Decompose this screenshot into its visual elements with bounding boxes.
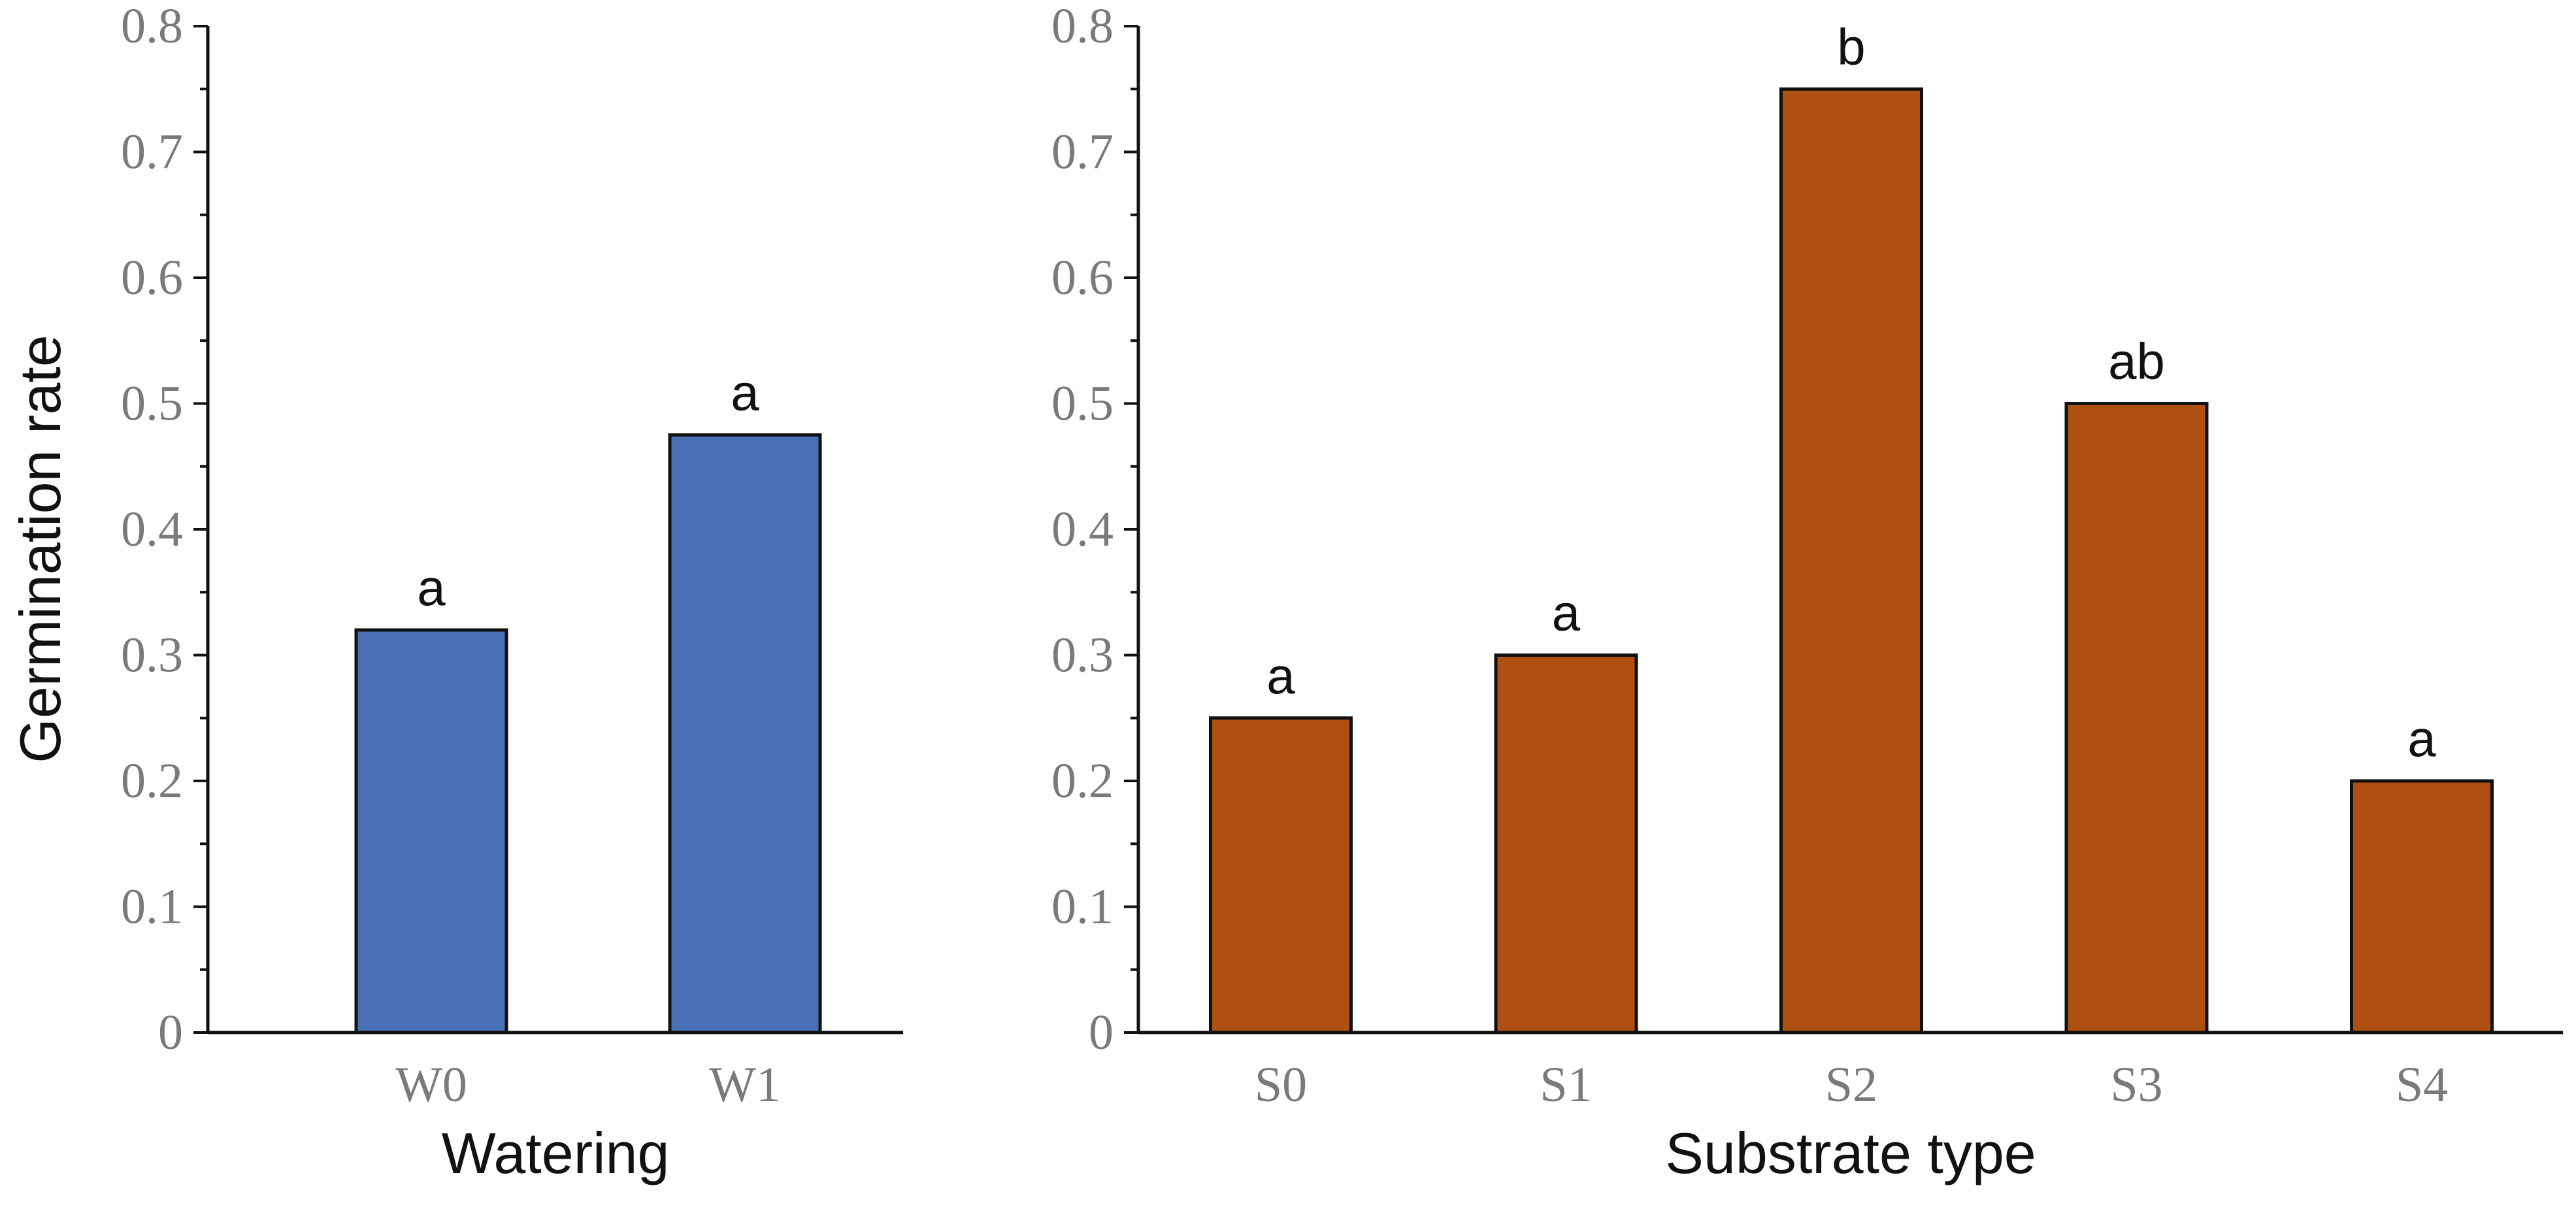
- y-tick-label: 0.3: [1051, 628, 1114, 683]
- y-tick-label: 0.1: [121, 880, 183, 934]
- y-axis-title: Germination rate: [8, 335, 73, 763]
- bar-W1: [668, 433, 822, 1034]
- x-tick-label: S4: [2396, 1057, 2448, 1112]
- y-tick-label: 0.8: [1051, 0, 1114, 54]
- x-tick-label: S2: [1825, 1057, 1877, 1112]
- x-axis-title: Watering: [442, 1121, 670, 1185]
- y-tick-label: 0.6: [1051, 250, 1114, 305]
- bar-S4: [2350, 779, 2494, 1034]
- y-tick-label: 0.1: [1051, 880, 1114, 934]
- significance-letter: b: [1837, 18, 1865, 75]
- y-tick-label: 0.6: [121, 250, 183, 305]
- y-tick-label: 0.2: [121, 753, 183, 808]
- y-tick-label: 0: [1089, 1005, 1114, 1060]
- y-tick-label: 0.7: [121, 125, 183, 180]
- y-tick-label: 0.8: [121, 0, 183, 54]
- significance-letter: a: [731, 364, 759, 422]
- y-tick-label: 0.2: [1051, 753, 1114, 808]
- x-tick-label: S1: [1540, 1057, 1592, 1112]
- bar-S3: [2064, 402, 2209, 1034]
- y-tick-label: 0.4: [121, 502, 183, 557]
- y-tick-label: 0.5: [121, 376, 183, 431]
- y-tick-label: 0.3: [121, 628, 183, 683]
- x-tick-label: S3: [2110, 1057, 2162, 1112]
- bar-S0: [1209, 716, 1353, 1034]
- bar-S2: [1779, 87, 1923, 1034]
- x-axis-title: Substrate type: [1665, 1121, 2036, 1185]
- significance-letter: a: [1266, 647, 1295, 704]
- y-tick-label: 0.5: [1051, 376, 1114, 431]
- bar-S1: [1494, 653, 1638, 1034]
- significance-letter: ab: [2108, 333, 2165, 390]
- y-tick-label: 0.7: [1051, 125, 1114, 180]
- watering-panel: 0 0.1 0.2 0.3 0.4 0.5 0.6 0.7 0.8 a W0 a W1 Watering G…: [8, 0, 903, 1185]
- bar-W0: [354, 628, 508, 1034]
- significance-letter: a: [2407, 710, 2436, 767]
- x-tick-label: W1: [709, 1057, 781, 1112]
- x-tick-label: S0: [1255, 1057, 1307, 1112]
- substrate-panel: 0 0.1 0.2 0.3 0.4 0.5 0.6 0.7 0.8 a S0 a S1 b S2 ab S3 a S…: [1051, 0, 2563, 1185]
- y-tick-label: 0.4: [1051, 502, 1114, 557]
- x-tick-label: W0: [395, 1057, 467, 1112]
- significance-letter: a: [417, 559, 446, 616]
- y-tick-label: 0: [158, 1005, 183, 1060]
- significance-letter: a: [1552, 584, 1581, 642]
